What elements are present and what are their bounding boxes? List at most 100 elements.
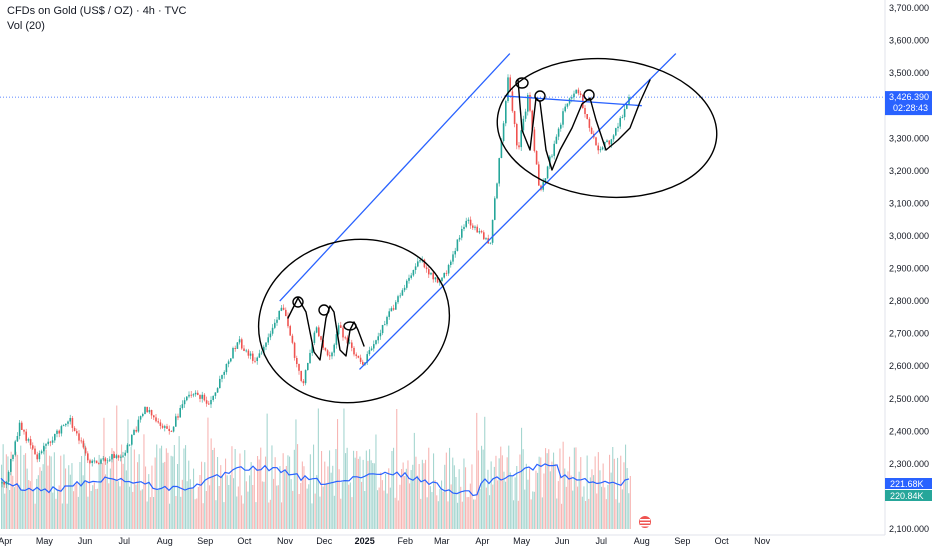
channel-lower-trendline[interactable] <box>359 53 677 370</box>
volume-bar <box>602 463 604 529</box>
volume-bar <box>137 462 139 529</box>
channel-upper-trendline[interactable] <box>279 53 511 302</box>
volume-bar <box>321 451 323 529</box>
price-tick-label: 3,300.000 <box>889 133 929 143</box>
price-tick-label: 3,200.000 <box>889 166 929 176</box>
time-axis[interactable]: Apr May Jun Jul Aug Sep Oct Nov Dec 2025 Feb Mar Apr… <box>0 534 885 546</box>
candle-body <box>379 333 382 337</box>
candle-body <box>390 308 393 312</box>
candle-body <box>324 347 327 351</box>
candle-body <box>131 434 133 445</box>
chart-drawings[interactable] <box>279 53 677 370</box>
candle-body <box>21 422 23 430</box>
volume-bar <box>421 459 423 529</box>
candle-body <box>12 454 14 459</box>
candle-body <box>124 452 126 456</box>
volume-bar <box>629 476 631 529</box>
freehand-peak-circle-5[interactable] <box>534 90 546 102</box>
candle-body <box>373 344 375 349</box>
symbol-title[interactable]: CFDs on Gold (US$ / OZ) · 4h · TVC <box>7 5 187 17</box>
volume-indicator-label[interactable]: Vol (20) <box>7 20 45 32</box>
candle-body <box>274 322 276 328</box>
candle-body <box>410 275 412 278</box>
volume-bar <box>596 493 598 529</box>
candle-body <box>507 77 509 101</box>
volume-bar <box>498 458 500 529</box>
freehand-wave-right[interactable] <box>517 79 651 171</box>
candle-body <box>527 95 529 112</box>
candle-body <box>452 254 454 262</box>
candle-body <box>148 410 151 413</box>
freehand-peak-circle-4[interactable] <box>515 77 529 89</box>
consolidation-ellipse-left[interactable] <box>243 222 464 420</box>
candle-body <box>227 361 230 364</box>
freehand-peak-circle-6[interactable] <box>583 89 595 101</box>
candle-body <box>434 277 437 280</box>
candle-body <box>241 339 243 349</box>
freehand-peak-circle-3[interactable] <box>343 321 357 331</box>
volume-bar <box>351 497 353 529</box>
volume-bar <box>53 452 55 529</box>
volume-bar <box>453 465 455 529</box>
candle-body <box>432 272 434 280</box>
volume-bar <box>367 460 369 529</box>
candle-body <box>311 343 313 354</box>
candle-body <box>401 290 404 296</box>
volume-bar <box>621 489 623 529</box>
volume-bar <box>577 486 579 529</box>
candle-body <box>443 273 445 278</box>
time-tick-label: Apr <box>0 536 12 546</box>
resistance-trendline[interactable] <box>504 95 642 107</box>
candle-body <box>232 348 234 359</box>
candle-body <box>65 423 67 426</box>
volume-bar <box>383 490 385 529</box>
candle-body <box>38 453 41 460</box>
volume-bar <box>628 493 630 529</box>
candle-body <box>133 430 135 435</box>
volume-bar <box>370 460 372 529</box>
volume-bar <box>516 466 518 529</box>
candle-body <box>98 463 100 464</box>
candle-body <box>458 237 461 240</box>
candle-body <box>256 357 258 361</box>
volume-bar <box>101 463 103 529</box>
freehand-peak-circle-1[interactable] <box>292 296 304 308</box>
volume-bar <box>135 484 137 529</box>
candle-body <box>430 272 432 275</box>
consolidation-ellipse-right[interactable] <box>491 50 722 207</box>
candle-body <box>313 332 316 343</box>
price-axis[interactable]: 2,100.0002,200.0002,300.0002,400.0002,50… <box>884 0 932 550</box>
volume-bar <box>541 497 543 529</box>
freehand-annotations[interactable] <box>243 50 722 421</box>
price-tick-label: 3,100.000 <box>889 198 929 208</box>
volume-bar <box>76 481 78 529</box>
volume-bar <box>121 444 123 529</box>
volume-bar <box>380 472 382 529</box>
volume-bar <box>146 501 148 529</box>
candle-body <box>199 394 201 399</box>
volume-bar <box>604 487 606 529</box>
candle-body <box>287 316 289 327</box>
candle-body <box>586 114 588 120</box>
volume-bar <box>223 502 225 529</box>
candle-body <box>496 183 498 199</box>
volume-bar <box>410 470 412 529</box>
candle-body <box>91 460 93 463</box>
volume-bar <box>484 416 486 529</box>
candle-body <box>315 327 318 333</box>
volume-bar <box>503 471 505 529</box>
volume-bar <box>60 455 62 529</box>
volume-bar <box>481 445 483 529</box>
volume-bar <box>196 498 198 529</box>
freehand-peak-circle-2[interactable] <box>318 304 330 316</box>
candle-body <box>234 348 236 349</box>
candle-body <box>397 296 399 303</box>
candle-body <box>626 104 628 109</box>
volume-bar <box>551 461 553 529</box>
volume-bar <box>95 489 97 529</box>
volume-bar <box>353 450 355 529</box>
candle-body <box>150 410 153 416</box>
volume-bar <box>388 468 390 529</box>
economic-event-flag-icon[interactable] <box>639 516 651 528</box>
